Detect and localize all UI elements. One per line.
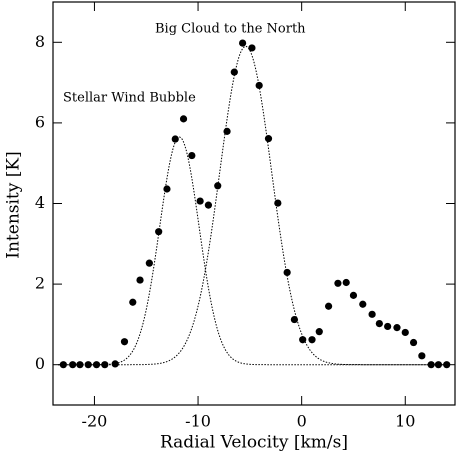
y-tick-label: 2 bbox=[35, 274, 45, 293]
data-point bbox=[255, 81, 263, 90]
data-point bbox=[214, 182, 222, 190]
data-point bbox=[188, 151, 196, 160]
data-point bbox=[393, 324, 401, 332]
data-point bbox=[155, 228, 163, 236]
data-point bbox=[163, 185, 171, 193]
data-point bbox=[179, 115, 188, 123]
data-point bbox=[111, 360, 119, 368]
data-point bbox=[359, 300, 367, 308]
data-point bbox=[409, 338, 418, 347]
data-point bbox=[136, 276, 144, 284]
data-point bbox=[334, 279, 342, 287]
y-tick-label: 0 bbox=[35, 354, 45, 373]
data-point bbox=[368, 310, 376, 318]
data-point bbox=[92, 361, 101, 369]
data-point bbox=[324, 302, 333, 310]
y-tick-label: 4 bbox=[35, 193, 45, 212]
data-point bbox=[171, 135, 179, 143]
data-point bbox=[315, 328, 323, 336]
x-axis-label: Radial Velocity [km/s] bbox=[160, 433, 348, 453]
data-point bbox=[69, 361, 77, 369]
data-point bbox=[223, 127, 231, 135]
annotation: Stellar Wind Bubble bbox=[63, 91, 196, 106]
y-tick-label: 8 bbox=[35, 32, 45, 51]
data-point bbox=[443, 361, 451, 369]
x-tick-label: -20 bbox=[82, 412, 108, 431]
annotation: Big Cloud to the North bbox=[155, 22, 306, 37]
data-point bbox=[204, 201, 213, 209]
data-point bbox=[290, 315, 299, 324]
data-point bbox=[274, 199, 282, 207]
x-tick-label: 10 bbox=[395, 412, 415, 431]
data-point bbox=[101, 361, 109, 369]
fit-curve bbox=[58, 45, 450, 366]
data-point bbox=[342, 278, 350, 287]
y-tick-label: 6 bbox=[35, 112, 45, 131]
data-point bbox=[299, 336, 307, 344]
data-point bbox=[349, 291, 358, 299]
x-tick-label: 0 bbox=[297, 412, 307, 431]
data-point bbox=[375, 319, 383, 328]
x-tick-label: -10 bbox=[185, 412, 211, 431]
data-point bbox=[427, 361, 435, 369]
data-point bbox=[145, 259, 153, 267]
data-point bbox=[239, 39, 247, 47]
data-point bbox=[401, 328, 409, 337]
data-point bbox=[418, 352, 426, 360]
data-point bbox=[59, 361, 67, 369]
data-point bbox=[264, 135, 273, 143]
data-point bbox=[384, 322, 392, 331]
data-point bbox=[120, 338, 129, 346]
data-point bbox=[283, 268, 291, 277]
data-point bbox=[308, 336, 316, 344]
data-point bbox=[84, 361, 92, 369]
data-point bbox=[434, 361, 443, 369]
data-point bbox=[76, 361, 84, 369]
data-point bbox=[248, 44, 256, 52]
data-point bbox=[129, 298, 137, 306]
data-point bbox=[196, 197, 204, 205]
fit-curve bbox=[58, 136, 450, 366]
data-point bbox=[230, 68, 238, 76]
y-axis-label: Intensity [K] bbox=[4, 151, 24, 258]
